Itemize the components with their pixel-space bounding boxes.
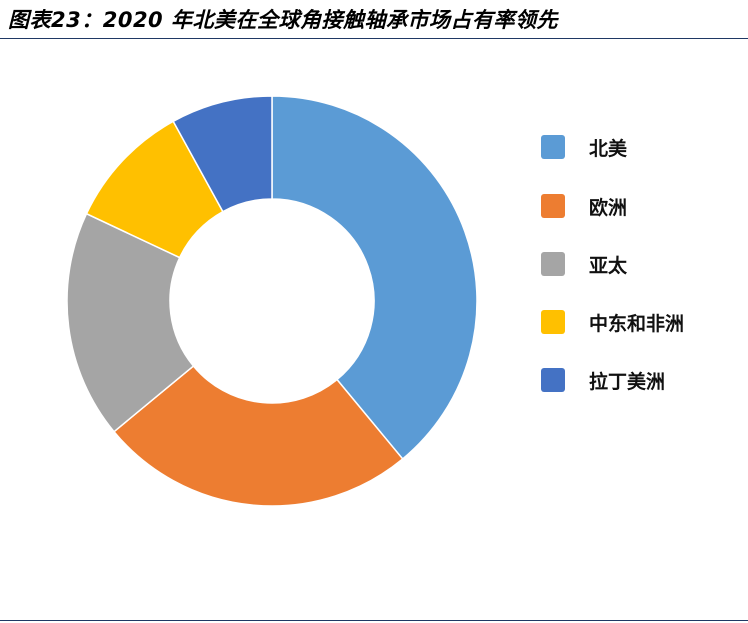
legend-item-asia-pacific: 亚太 (541, 251, 627, 277)
legend-swatch (541, 194, 565, 218)
bottom-divider (0, 620, 748, 621)
legend-item-latin-america: 拉丁美洲 (541, 367, 665, 393)
figure-title: 图表23：2020 年北美在全球角接触轴承市场占有率领先 (8, 8, 558, 32)
slice-europe (112, 364, 404, 507)
top-divider (0, 38, 748, 39)
legend-item-north-america: 北美 (541, 134, 627, 160)
slice-latin-america (172, 95, 273, 213)
legend-swatch (541, 368, 565, 392)
legend-label: 亚太 (589, 254, 628, 277)
legend-label: 欧洲 (589, 196, 628, 219)
legend-swatch (541, 252, 565, 276)
legend-label: 拉丁美洲 (589, 370, 666, 393)
legend-item-middle-east-africa: 中东和非洲 (541, 309, 684, 335)
legend-swatch (541, 135, 565, 159)
donut-slices (66, 95, 478, 507)
legend-label: 中东和非洲 (589, 312, 685, 335)
slice-north-america (271, 95, 478, 461)
slice-asia-pacific (66, 212, 195, 433)
legend-item-europe: 欧洲 (541, 193, 627, 219)
legend-swatch (541, 310, 565, 334)
legend-label: 北美 (589, 137, 628, 160)
